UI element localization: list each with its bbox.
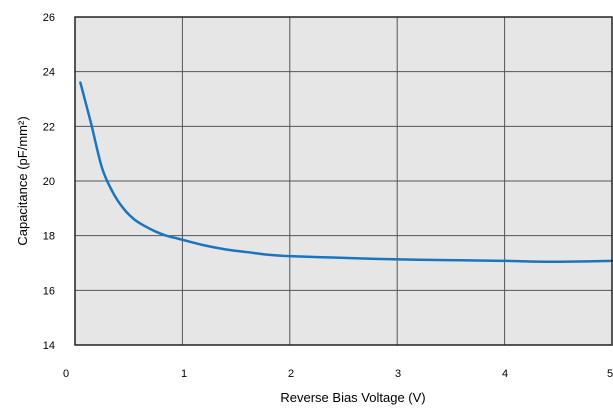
y-tick-label: 20: [43, 176, 55, 188]
y-tick-labels: 14 16 18 20 22 24 26: [43, 12, 55, 352]
plot-frame: [74, 16, 613, 346]
x-tick-label: 1: [181, 368, 187, 380]
y-tick-label: 22: [43, 121, 55, 133]
capacitance-curve: [79, 81, 613, 263]
series-layer: [79, 81, 613, 263]
y-tick-label: 24: [43, 67, 55, 79]
x-tick-label: 4: [502, 368, 508, 380]
y-tick-label: 14: [43, 340, 55, 352]
x-tick-label: 5: [607, 368, 613, 380]
y-tick-label: 26: [43, 12, 55, 24]
x-tick-label: 0: [63, 368, 69, 380]
x-tick-label: 3: [395, 368, 401, 380]
y-axis-label: Capacitance (pF/mm²): [15, 116, 30, 245]
x-axis-label: Reverse Bias Voltage (V): [280, 390, 425, 405]
y-tick-label: 16: [43, 285, 55, 297]
x-tick-labels: 0 1 2 3 4 5: [63, 368, 613, 380]
x-tick-label: 2: [288, 368, 294, 380]
y-tick-label: 18: [43, 231, 55, 243]
